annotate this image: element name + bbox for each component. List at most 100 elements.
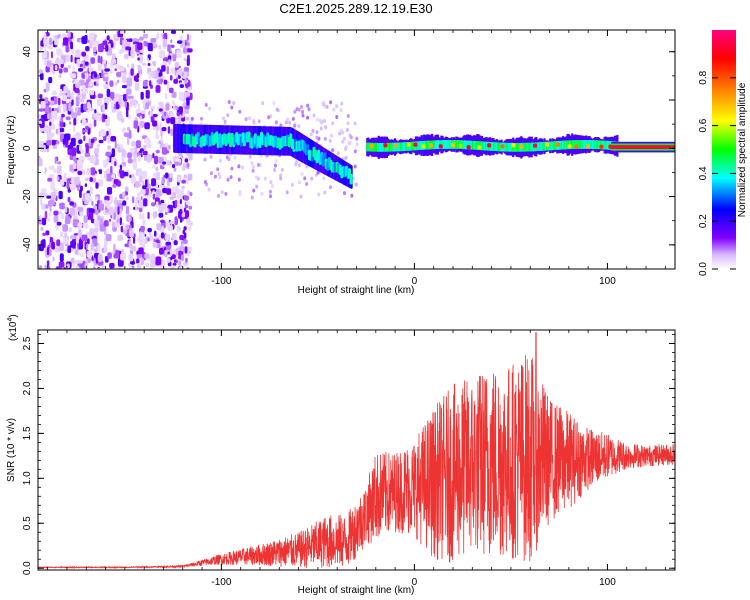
noise-blob (179, 35, 183, 42)
noise-blob (122, 39, 128, 49)
noise-blob (38, 120, 43, 125)
noise-blob (60, 231, 64, 238)
noise-blob (75, 107, 78, 113)
ridge-core (377, 143, 380, 152)
noise-blob (203, 180, 207, 184)
noise-blob (183, 174, 187, 179)
ridge-core (455, 140, 458, 149)
noise-blob (77, 206, 83, 212)
noise-blob (187, 173, 193, 181)
noise-blob (153, 70, 159, 79)
noise-blob (164, 250, 168, 254)
noise-blob (355, 136, 359, 141)
noise-blob (141, 170, 148, 179)
noise-blob (97, 55, 101, 64)
noise-blob (118, 97, 121, 105)
noise-blob (298, 180, 301, 185)
noise-blob (78, 139, 83, 144)
noise-blob (273, 163, 277, 168)
noise-blob (122, 127, 126, 132)
noise-blob (175, 106, 179, 111)
noise-blob (167, 144, 171, 150)
noise-blob (98, 170, 103, 175)
noise-blob (109, 218, 112, 222)
noise-blob (65, 216, 71, 224)
noise-blob (39, 72, 44, 81)
noise-blob (349, 135, 353, 140)
noise-blob (137, 103, 140, 112)
noise-blob (224, 191, 228, 196)
ridge-core (472, 140, 476, 150)
noise-blob (98, 203, 105, 211)
noise-blob (156, 134, 160, 140)
noise-blob (95, 257, 99, 264)
noise-blob (183, 47, 188, 54)
ridge-core (420, 141, 423, 150)
ridge-peak (394, 143, 399, 148)
noise-blob (140, 187, 146, 195)
noise-blob (174, 216, 178, 226)
noise-blob (165, 160, 171, 166)
noise-blob (158, 156, 164, 164)
noise-blob (85, 243, 88, 249)
noise-blob (125, 206, 130, 215)
noise-blob (86, 39, 90, 43)
noise-blob (156, 223, 162, 231)
noise-blob (140, 225, 145, 232)
ridge-core (510, 142, 514, 152)
noise-blob (230, 166, 234, 171)
noise-blob (250, 161, 254, 166)
noise-blob (117, 234, 123, 241)
noise-blob (144, 154, 147, 161)
noise-blob (171, 265, 176, 269)
noise-blob (105, 234, 112, 242)
noise-blob (181, 211, 186, 218)
ridge-core (398, 142, 401, 152)
noise-blob (84, 72, 89, 80)
ridge-peak (421, 144, 426, 149)
noise-blob (101, 69, 104, 79)
noise-blob (160, 203, 167, 211)
noise-blob (255, 184, 259, 189)
ridge-core (552, 141, 555, 150)
noise-blob (329, 100, 333, 105)
noise-blob (353, 121, 357, 126)
noise-blob (76, 260, 83, 264)
noise-blob (147, 62, 151, 67)
noise-blob (106, 35, 110, 41)
noise-blob (167, 126, 171, 134)
snr-xlabel: Height of straight line (km) (298, 585, 415, 596)
noise-blob (226, 113, 230, 118)
noise-blob (110, 69, 113, 74)
ridge-core (427, 140, 430, 150)
noise-blob (263, 176, 267, 181)
noise-blob (222, 116, 226, 121)
noise-blob (127, 158, 133, 164)
noise-blob (269, 194, 272, 199)
noise-blob (132, 152, 138, 158)
noise-blob (155, 149, 160, 154)
noise-blob (186, 163, 190, 167)
ridge-core (554, 141, 557, 150)
noise-blob (156, 181, 159, 189)
noise-blob (125, 46, 131, 51)
noise-blob (142, 150, 148, 156)
noise-blob (48, 107, 51, 113)
noise-blob (140, 233, 145, 238)
noise-blob (52, 256, 55, 262)
noise-blob (106, 130, 109, 137)
snr-xtick-label: 0 (412, 577, 418, 588)
noise-blob (147, 227, 152, 233)
ridge-core (585, 140, 588, 149)
noise-blob (84, 183, 88, 187)
noise-blob (112, 183, 117, 188)
noise-blob (103, 84, 109, 90)
noise-blob (297, 163, 301, 168)
ridge-core (540, 142, 543, 151)
noise-blob (106, 172, 112, 182)
ridge-peak (458, 143, 463, 149)
noise-blob (57, 161, 61, 165)
ridge-core (401, 142, 404, 152)
ridge-core (593, 140, 596, 149)
ridge-core (504, 142, 507, 152)
